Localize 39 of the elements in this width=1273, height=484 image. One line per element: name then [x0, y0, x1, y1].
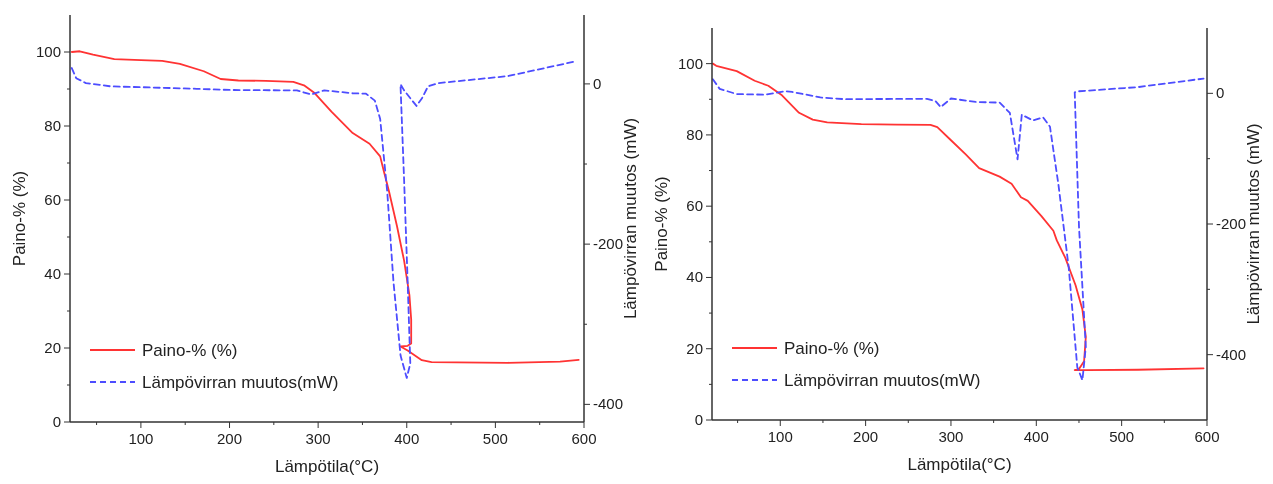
y-tick-label: 60	[44, 191, 61, 208]
y-tick-label: 60	[686, 197, 703, 215]
x-tick-label: 100	[128, 430, 154, 447]
y-tick-label: 20	[44, 339, 61, 356]
x-tick-label: 500	[482, 430, 508, 447]
x-tick-label: 600	[571, 430, 597, 447]
y-axis-title: Paino-% (%)	[10, 170, 29, 267]
y2-tick-label: -400	[593, 395, 624, 413]
legend-label: Lämpövirran muutos(mW)	[142, 373, 339, 392]
x-tick-label: 600	[1194, 428, 1220, 445]
y-tick-label: 40	[686, 268, 703, 286]
y-tick-label: 0	[694, 411, 703, 428]
y-tick-label: 100	[35, 43, 61, 60]
y-tick-label: 0	[52, 413, 61, 430]
y-tick-label: 80	[44, 117, 61, 134]
x-tick-label: 300	[305, 430, 331, 447]
x-axis-title: Lämpötila(°C)	[274, 457, 380, 476]
y2-tick-label: -200	[1216, 215, 1247, 232]
x-tick-label: 200	[217, 430, 243, 447]
x-tick-label: 100	[767, 428, 793, 445]
y-axis-title: Paino-% (%)	[652, 176, 671, 272]
x-tick-label: 400	[394, 430, 420, 447]
x-axis-title: Lämpötila(°C)	[907, 455, 1012, 474]
x-tick-label: 300	[938, 428, 964, 445]
y2-tick-label: 0	[1216, 84, 1225, 102]
legend-label: Paino-% (%)	[142, 341, 238, 360]
x-tick-label: 200	[853, 428, 879, 445]
y-tick-label: 80	[686, 125, 703, 143]
x-tick-label: 500	[1109, 428, 1135, 445]
y2-tick-label: 0	[593, 74, 602, 92]
y-tick-label: 100	[677, 54, 703, 72]
legend-label: Lämpövirran muutos(mW)	[784, 371, 981, 390]
y2-axis-title: Lämpövirran muutos (mW)	[621, 117, 640, 320]
y-tick-label: 40	[44, 265, 61, 282]
y2-tick-label: -200	[593, 235, 624, 253]
x-tick-label: 400	[1023, 428, 1049, 445]
y2-tick-label: -400	[1216, 345, 1247, 363]
y-tick-label: 20	[686, 339, 703, 357]
legend-label: Paino-% (%)	[784, 339, 880, 358]
